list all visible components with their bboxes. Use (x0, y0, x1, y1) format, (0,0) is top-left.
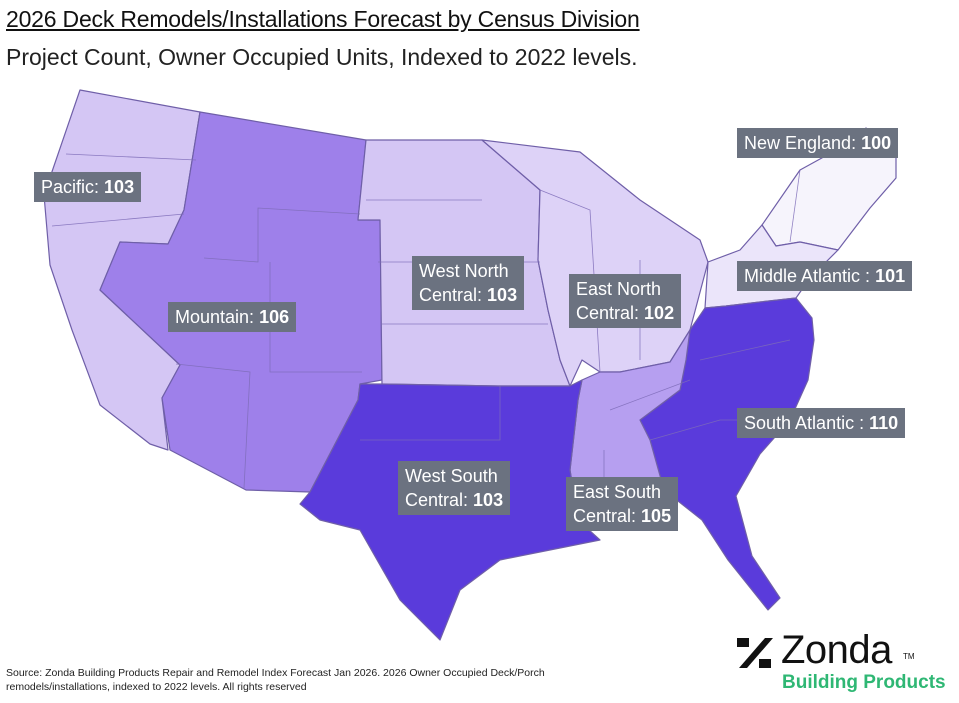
map-title: 2026 Deck Remodels/Installations Forecas… (6, 6, 640, 32)
label-esc-line2: Central: (573, 506, 637, 526)
label-mountain: Mountain: 106 (168, 302, 297, 332)
label-wsc-line1: West South (405, 466, 498, 486)
label-wnc-line1: West North (419, 261, 509, 281)
label-ma-name: Middle Atlantic : (744, 266, 871, 286)
label-esc-value: 105 (641, 506, 672, 526)
logo-trademark: TM (903, 652, 915, 661)
label-sa-value: 110 (869, 413, 899, 433)
label-west-south-central: West South Central: 103 (398, 461, 511, 515)
label-enc-line2: Central: (576, 303, 640, 323)
label-wsc-value: 103 (473, 490, 504, 510)
label-east-south-central: East South Central: 105 (566, 477, 679, 531)
source-note: Source: Zonda Building Products Repair a… (6, 667, 545, 693)
label-ma-value: 101 (875, 266, 906, 286)
label-mountain-name: Mountain: (175, 307, 255, 327)
logo-tagline: Building Products (782, 672, 946, 693)
logo-wordmark: Zonda (781, 628, 892, 672)
label-esc-line1: East South (573, 482, 662, 502)
label-wsc-line2: Central: (405, 490, 469, 510)
label-wnc-value: 103 (487, 285, 518, 305)
zonda-mark-icon (737, 638, 773, 668)
label-pacific-name: Pacific: (41, 177, 100, 197)
label-pacific: Pacific: 103 (34, 172, 142, 202)
zonda-logo: Zonda TM Building Products (735, 628, 950, 696)
label-west-north-central: West North Central: 103 (412, 256, 525, 310)
label-middle-atlantic: Middle Atlantic : 101 (737, 261, 913, 291)
label-south-atlantic: South Atlantic : 110 (737, 408, 906, 438)
label-new-england: New England: 100 (737, 128, 899, 158)
label-sa-name: South Atlantic : (744, 413, 865, 433)
label-enc-value: 102 (644, 303, 675, 323)
label-ne-value: 100 (861, 133, 892, 153)
label-east-north-central: East North Central: 102 (569, 274, 682, 328)
label-enc-line1: East North (576, 279, 662, 299)
label-wnc-line2: Central: (419, 285, 483, 305)
label-pacific-value: 103 (104, 177, 135, 197)
label-ne-name: New England: (744, 133, 857, 153)
map-subtitle: Project Count, Owner Occupied Units, Ind… (6, 44, 638, 70)
label-mountain-value: 106 (259, 307, 290, 327)
